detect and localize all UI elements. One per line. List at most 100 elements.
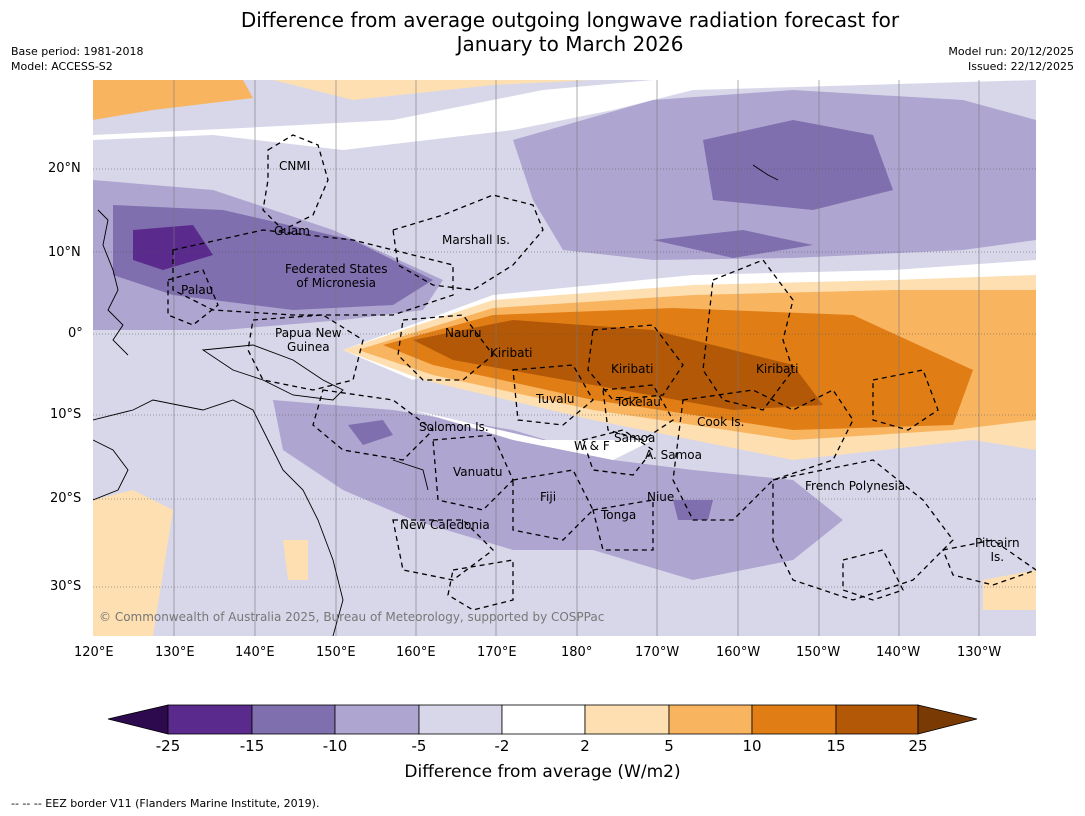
hawaii-coast (752, 164, 779, 181)
label-new-caledonia: New Caledonia (400, 518, 490, 532)
title-line-2: January to March 2026 (456, 32, 684, 56)
eez-palau (167, 269, 219, 326)
lon-label: 160°W (716, 645, 761, 660)
model-name: Model: ACCESS-S2 (11, 60, 113, 73)
colorbar-tick: 25 (908, 737, 928, 755)
label-tonga: Tonga (601, 508, 637, 522)
meta-right: Model run: 20/12/2025 Issued: 22/12/2025 (948, 44, 1074, 74)
label-pitcairn-line1: Pitcairn (975, 536, 1020, 550)
eez-fiji (512, 469, 594, 541)
lon-label: 160°E (396, 645, 436, 660)
label-fsm-line1: Federated States (285, 262, 388, 276)
lon-label: 130°W (957, 645, 1002, 660)
base-period: Base period: 1981-2018 (11, 45, 144, 58)
lon-label: 170°E (477, 645, 517, 660)
colorbar-tick: 2 (580, 737, 590, 755)
eez-french-polynesia-north (872, 369, 939, 431)
colorbar-tick: 10 (742, 737, 762, 755)
eez-marshall (392, 194, 544, 291)
eez-tuvalu (512, 364, 594, 426)
colorbar-tick: -2 (494, 737, 510, 755)
label-niue: Niue (647, 490, 675, 504)
colorbar-swatch (418, 704, 503, 735)
eez-kiribati-2 (587, 324, 684, 401)
colorbar-swatch (584, 704, 670, 735)
lon-label: 170°W (635, 645, 680, 660)
label-guam: Guam (274, 224, 310, 238)
lat-label: 10°N (48, 245, 81, 260)
anomaly-south-purple (273, 400, 843, 580)
colorbar-tick: -15 (239, 737, 265, 755)
anomaly-solomon-purple (348, 420, 393, 445)
eez-cook (672, 389, 854, 521)
anomaly-hawaii-purple (703, 120, 893, 210)
australia-coast (93, 399, 344, 636)
anomaly-north-light-orange (93, 80, 593, 100)
label-wf: W & F (574, 439, 610, 453)
label-samoa: Samoa (614, 431, 656, 445)
colorbar (107, 704, 978, 735)
colorbar-tick: 15 (826, 737, 846, 755)
label-vanuatu: Vanuatu (453, 465, 503, 479)
colorbar-swatch (251, 704, 336, 735)
label-marshall: Marshall Is. (442, 233, 510, 247)
lon-label: 140°W (876, 645, 921, 660)
eez-fsm (172, 229, 454, 316)
label-solomon: Solomon Is. (419, 420, 489, 434)
eez-cnmi (262, 134, 329, 231)
eez-kiribati-3 (702, 259, 794, 411)
lat-label: 10°S (50, 407, 82, 422)
anomaly-australia-orange (93, 490, 173, 636)
anomaly-southeast-orange (983, 570, 1036, 610)
eez-solomon (312, 389, 434, 461)
eez-vanuatu (432, 434, 514, 511)
latlines (93, 168, 1036, 588)
colorbar-tick: 5 (664, 737, 674, 755)
map-plot (93, 80, 1036, 636)
label-png-line1: Papua New (275, 326, 342, 340)
label-pitcairn-line2: Is. (990, 550, 1005, 564)
label-fsm-line2: of Micronesia (296, 276, 377, 290)
eez-pitcairn (942, 539, 1036, 586)
eez-samoa (582, 429, 654, 476)
colorbar-extend-high (917, 704, 978, 735)
colorbar-title: Difference from average (W/m2) (404, 762, 681, 782)
colorbar-tick: -25 (155, 737, 181, 755)
label-french-polynesia: French Polynesia (805, 479, 906, 493)
anomaly-central-purple (653, 230, 813, 258)
anomaly-tasman-orange (283, 540, 308, 580)
eez-tonga (592, 499, 654, 551)
title-line-1: Difference from average outgoing longwav… (240, 8, 900, 32)
label-pitcairn: Pitcairn Is. (975, 536, 1020, 564)
colorbar-swatch (835, 704, 919, 735)
colorbar-swatch (167, 704, 253, 735)
lon-label: 120°E (74, 645, 114, 660)
label-tokelau: Tokelau (616, 395, 661, 409)
lat-label: 30°S (50, 579, 82, 594)
new-guinea-coast (201, 344, 344, 401)
colorbar-swatch (501, 704, 586, 735)
eez-new-caledonia (392, 519, 494, 581)
label-cnmi: CNMI (279, 159, 311, 173)
coastlines (93, 164, 779, 636)
lon-label: 180° (561, 645, 593, 660)
colorbar-swatch (334, 704, 420, 735)
label-tuvalu: Tuvalu (536, 392, 575, 406)
label-kiribati-west: Kiribati (490, 346, 533, 360)
label-png-line2: Guinea (287, 340, 330, 354)
lon-label: 130°E (155, 645, 195, 660)
model-run: Model run: 20/12/2025 (948, 45, 1074, 58)
eez-french-polynesia (772, 459, 954, 601)
label-kiribati-central: Kiribati (611, 362, 654, 376)
colorbar-tick: -5 (411, 737, 427, 755)
chart-title: Difference from average outgoing longwav… (0, 8, 1085, 56)
anomaly-north-white (93, 80, 1036, 150)
colorbar-tick: -10 (322, 737, 348, 755)
label-png: Papua New Guinea (275, 326, 342, 354)
lat-label: 0° (68, 326, 83, 341)
lat-label: 20°S (50, 491, 82, 506)
eez-south-polynesia (842, 549, 904, 601)
eez-borders (167, 134, 1036, 611)
label-nauru: Nauru (445, 326, 482, 340)
lon-label: 140°E (235, 645, 275, 660)
